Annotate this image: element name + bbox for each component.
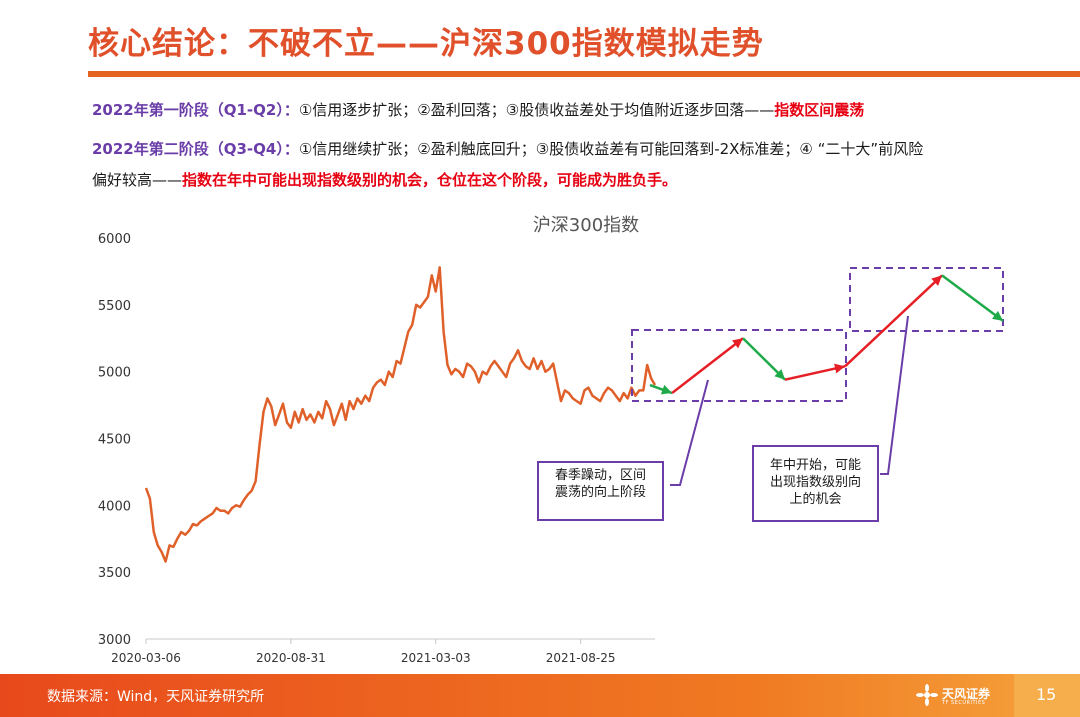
x-axis: 2020-03-06 2020-08-31 2021-03-03 2021-08-25 [111,639,615,665]
stage-two-line-continued: 偏好较高——指数在年中可能出现指数级别的机会，仓位在这个阶段，可能成为胜负手。 [92,166,677,194]
projection-arrowhead [732,338,743,349]
stage-two-highlight: 指数在年中可能出现指数级别的机会，仓位在这个阶段，可能成为胜负手。 [182,171,678,189]
callout-connector-two [880,315,909,475]
logo-subtext: TF SECURITIES [942,700,986,706]
page-number: 15 [1036,685,1057,704]
stage-two-label: 2022年第二阶段（Q3-Q4）： [92,140,299,158]
stage-one-line: 2022年第一阶段（Q1-Q2）：①信用逐步扩张；②盈利回落；③股债收益差处于均… [92,96,864,124]
series-line [144,266,657,563]
range-box-first-half [631,329,847,402]
page-number-box [1014,674,1080,717]
stage-two-text-continued: 偏好较高—— [92,171,183,189]
callout-spring-rally: 春季躁动，区间 震荡的向上阶段 [537,461,664,521]
projection-arrowhead [931,275,942,286]
company-logo: 天风证券 TF SECURITIES [916,682,996,710]
projection-arrows [649,274,1004,395]
callout-two-line-3: 上的机会 [789,492,842,507]
title-underline [88,71,1080,77]
data-source: 数据来源：Wind，天风证券研究所 [47,689,265,705]
x-tick-label: 2020-08-31 [256,651,326,665]
projection-arrowhead [774,369,785,380]
projection-segment [941,274,1004,322]
stage-two-line: 2022年第二阶段（Q3-Q4）：①信用继续扩张；②盈利触底回升；③股债收益差有… [92,135,923,163]
index-chart: 沪深300指数 3000 3500 4000 4500 5000 5500 6000 202… [98,215,1004,665]
projection-segment [784,365,846,381]
y-tick-label: 5500 [98,299,131,314]
stage-two-text: ①信用继续扩张；②盈利触底回升；③股债收益差有可能回落到-2X标准差；④ “二十… [298,140,924,158]
projection-segment [844,274,943,368]
projection-arrowhead [660,384,672,395]
y-tick-label: 6000 [98,232,131,247]
projection-arrowhead [834,363,845,374]
stage-one-label: 2022年第一阶段（Q1-Q2）： [92,101,299,119]
footer-bar: 数据来源：Wind，天风证券研究所 天风证券 TF SECURITIES 15 [0,674,1080,717]
callout-midyear-opportunity: 年中开始，可能 出现指数级别向 上的机会 [752,445,879,522]
callout-one-line-2: 震荡的向上阶段 [554,485,646,500]
stage-one-highlight: 指数区间震荡 [774,101,865,119]
callout-two-line-2: 出现指数级别向 [769,475,861,490]
range-box-second-half [849,267,1004,332]
y-tick-label: 3000 [98,633,131,648]
stage-one-text: ①信用逐步扩张；②盈利回落；③股债收益差处于均值附近逐步回落—— [298,101,775,119]
logo-flower-icon [916,684,938,706]
projection-arrowhead [991,310,1003,321]
chart-title: 沪深300指数 [533,215,639,236]
callout-connector-one [670,379,709,486]
y-axis: 3000 3500 4000 4500 5000 5500 6000 [98,232,131,648]
page-title: 核心结论：不破不立——沪深300指数模拟走势 [88,26,764,62]
y-tick-label: 3500 [98,566,131,581]
logo-text: 天风证券 [942,687,991,701]
x-tick-label: 2021-08-25 [546,651,616,665]
projection-segment [671,337,744,395]
y-tick-label: 4500 [98,433,131,448]
x-tick-label: 2021-03-03 [401,651,471,665]
x-tick-label: 2020-03-06 [111,651,181,665]
callout-two-line-1: 年中开始，可能 [769,458,861,473]
y-tick-label: 4000 [98,499,131,514]
y-tick-label: 5000 [98,366,131,381]
callout-one-line-1: 春季躁动，区间 [554,468,646,483]
